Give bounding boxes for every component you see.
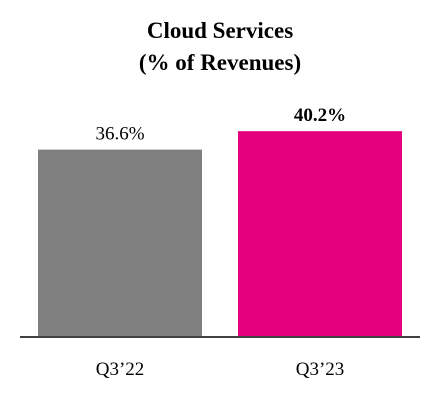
chart-title-line-2: (% of Revenues) xyxy=(139,50,301,75)
x-tick-label-2: Q3’23 xyxy=(296,359,345,380)
chart-title-line-1: Cloud Services xyxy=(147,18,293,43)
data-label-1: 36.6% xyxy=(95,124,144,145)
bar-1 xyxy=(38,149,202,337)
data-label-2: 40.2% xyxy=(294,105,346,126)
bars-group: 36.6% Q3’22 40.2% Q3’23 xyxy=(38,105,402,380)
x-tick-label-1: Q3’22 xyxy=(96,359,145,380)
bar-2 xyxy=(238,131,402,337)
